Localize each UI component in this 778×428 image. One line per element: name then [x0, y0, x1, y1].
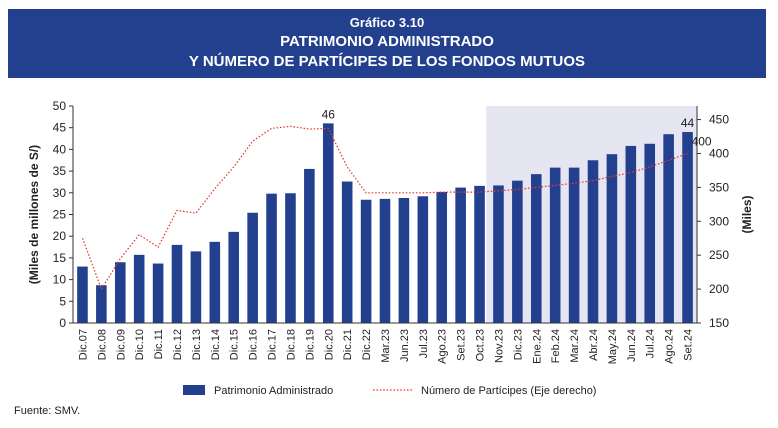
- x-tick-label: Abr.24: [588, 329, 600, 361]
- x-tick-label: Dic.08: [96, 329, 108, 360]
- bar-Dic.08: [96, 285, 107, 323]
- legend-label-line: Número de Partícipes (Eje derecho): [421, 385, 596, 397]
- bar-Dic.19: [304, 168, 315, 323]
- y-tick-label: 40: [53, 142, 67, 156]
- bar-Set.23: [455, 187, 466, 323]
- bar-Dic.18: [285, 193, 296, 323]
- y-tick-label: 35: [53, 164, 67, 178]
- bar-Jun.24: [625, 145, 637, 323]
- x-tick-label: Dic.18: [286, 329, 298, 360]
- bar-Dic.23: [512, 180, 523, 323]
- x-tick-label: Feb.24: [550, 329, 562, 363]
- bar-Ago.24: [663, 134, 674, 323]
- bar-Dic.09: [114, 262, 126, 323]
- x-tick-label: Dic.23: [512, 329, 524, 360]
- x-tick-label: Dic.13: [191, 329, 203, 360]
- x-tick-label: Ago.23: [437, 329, 449, 364]
- y-tick-label: 45: [53, 121, 67, 135]
- legend-label-bar: Patrimonio Administrado: [214, 385, 333, 397]
- x-tick-label: Dic.20: [323, 329, 335, 360]
- x-tick-label: Set.24: [683, 329, 695, 361]
- x-tick-label: Dic.12: [172, 329, 184, 360]
- y-tick-label: 5: [59, 294, 66, 308]
- x-tick-label: Oct.23: [475, 329, 487, 361]
- x-tick-label: Ene.24: [531, 329, 543, 364]
- x-tick-label: Dic.21: [342, 329, 354, 360]
- x-tick-label: Dic.19: [304, 329, 316, 360]
- bar-Dic.17: [266, 193, 277, 323]
- chart-title-line1: PATRIMONIO ADMINISTRADO: [280, 33, 494, 50]
- y2-tick-label: 150: [709, 316, 729, 330]
- data-label: 400: [692, 134, 712, 148]
- bar-Dic.13: [190, 251, 202, 323]
- x-tick-label: May.24: [607, 329, 619, 364]
- y2-tick-label: 300: [709, 214, 729, 228]
- x-tick-label: Set.23: [456, 329, 468, 361]
- line-participes: [81, 125, 688, 291]
- x-tick-label: Jun.24: [626, 329, 638, 362]
- bar-Dic.10: [133, 254, 145, 323]
- source-note: Fuente: SMV.: [14, 405, 81, 417]
- bar-Dic.12: [171, 244, 183, 323]
- bar-Nov.23: [493, 185, 504, 323]
- x-tick-label: Jul.23: [418, 329, 430, 358]
- bar-Dic.14: [209, 241, 221, 323]
- y2-axis-title: (Miles): [740, 195, 754, 233]
- bar-Mar.24: [568, 167, 580, 323]
- x-tick-label: Nov.23: [494, 329, 506, 363]
- x-tick-label: Dic.14: [210, 329, 222, 360]
- bar-Dic.15: [228, 231, 240, 323]
- x-tick-label: Ago.24: [664, 329, 676, 364]
- y2-tick-label: 450: [709, 113, 729, 127]
- x-tick-label: Dic.16: [248, 329, 260, 360]
- x-tick-label: Dic.15: [229, 329, 241, 360]
- y-tick-label: 20: [53, 229, 67, 243]
- x-tick-label: Dic.10: [134, 329, 146, 360]
- bar-Ago.23: [436, 191, 448, 323]
- y-tick-label: 15: [53, 251, 67, 265]
- bar-Jul.24: [644, 143, 656, 323]
- y-tick-label: 10: [53, 273, 67, 287]
- chart-title-line2: Y NÚMERO DE PARTÍCIPES DE LOS FONDOS MUT…: [188, 53, 586, 70]
- bar-Jul.23: [417, 196, 429, 323]
- y2-tick-label: 250: [709, 248, 729, 262]
- x-tick-label: Mar.24: [569, 329, 581, 363]
- chart-header: Gráfico 3.10 PATRIMONIO ADMINISTRADO Y N…: [8, 9, 766, 78]
- y2-tick-label: 350: [709, 180, 729, 194]
- bar-Abr.24: [587, 160, 599, 323]
- bar-Jun.23: [398, 198, 410, 323]
- legend-swatch-bar: [183, 385, 205, 395]
- data-label: 44: [681, 116, 695, 130]
- x-tick-label: Jun.23: [399, 329, 411, 362]
- x-tick-label: Dic.22: [361, 329, 373, 360]
- bar-Dic.21: [341, 181, 353, 323]
- bar-Dic.20: [322, 123, 334, 323]
- x-tick-label: Mar.23: [380, 329, 392, 363]
- x-tick-label: Dic.17: [267, 329, 279, 360]
- y2-tick-label: 200: [709, 282, 729, 296]
- x-tick-label: Jul.24: [645, 329, 657, 358]
- x-tick-label: Dic.11: [153, 329, 165, 359]
- bar-Oct.23: [474, 185, 485, 323]
- bar-Dic.22: [360, 199, 372, 323]
- bar-Ene.24: [530, 174, 542, 323]
- bar-Dic.11: [152, 263, 164, 323]
- chart-label: Gráfico 3.10: [349, 15, 425, 30]
- y-axis-title: (Miles de millones de S/): [27, 145, 41, 284]
- y-tick-label: 25: [53, 208, 67, 222]
- bar-Dic.07: [77, 266, 88, 323]
- x-tick-label: Dic.07: [78, 329, 90, 360]
- y2-tick-label: 400: [709, 146, 729, 160]
- bar-Feb.24: [549, 167, 561, 323]
- y-tick-label: 50: [53, 99, 67, 113]
- data-label: 46: [322, 107, 336, 121]
- bar-Dic.16: [247, 212, 258, 323]
- bar-Set.24: [682, 132, 693, 323]
- bar-May.24: [606, 154, 618, 323]
- y-tick-label: 0: [59, 316, 66, 330]
- x-tick-label: Dic.09: [115, 329, 127, 360]
- y-tick-label: 30: [53, 186, 67, 200]
- bar-Mar.23: [379, 198, 391, 323]
